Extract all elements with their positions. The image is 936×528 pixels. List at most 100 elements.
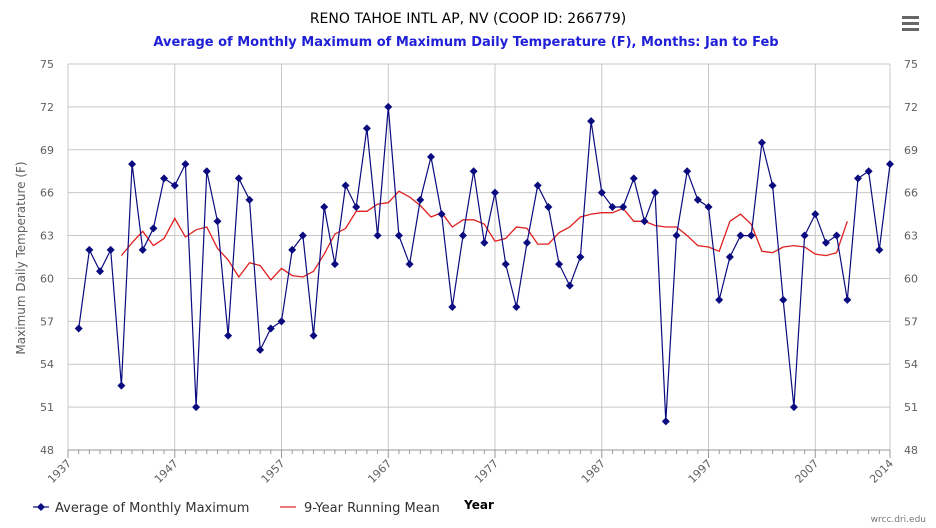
data-point-1995[interactable] (683, 167, 692, 176)
data-point-1973[interactable] (448, 303, 457, 312)
data-point-1989[interactable] (619, 202, 628, 211)
data-point-1962[interactable] (330, 260, 339, 269)
data-point-1941[interactable] (106, 245, 115, 254)
data-point-1942[interactable] (117, 381, 126, 390)
y-tick-label-left: 69 (40, 144, 54, 157)
data-point-1938[interactable] (74, 324, 83, 333)
data-point-1978[interactable] (501, 260, 510, 269)
data-point-1990[interactable] (629, 174, 638, 183)
data-point-1984[interactable] (565, 281, 574, 290)
data-point-1963[interactable] (341, 181, 350, 190)
legend-item-main[interactable]: Average of Monthly Maximum (33, 501, 249, 516)
y-tick-label-right: 66 (904, 187, 918, 200)
data-point-1952[interactable] (224, 331, 233, 340)
series-line-monthly-max (78, 106, 891, 422)
data-point-1957[interactable] (277, 317, 286, 326)
data-point-2009[interactable] (832, 231, 841, 240)
x-axis-title: Year (463, 498, 494, 512)
data-point-1955[interactable] (256, 345, 265, 354)
data-point-2007[interactable] (811, 210, 820, 219)
data-point-1992[interactable] (651, 188, 660, 197)
data-point-1964[interactable] (352, 202, 361, 211)
data-point-2004[interactable] (779, 295, 788, 304)
data-point-1959[interactable] (298, 231, 307, 240)
data-point-1999[interactable] (725, 253, 734, 261)
data-point-1977[interactable] (491, 188, 500, 197)
data-point-1987[interactable] (597, 188, 606, 197)
data-point-1998[interactable] (715, 295, 724, 304)
data-point-1982[interactable] (544, 202, 553, 211)
data-point-2008[interactable] (821, 238, 830, 247)
data-point-1996[interactable] (693, 195, 702, 204)
data-point-1985[interactable] (576, 253, 585, 261)
chart-title: RENO TAHOE INTL AP, NV (COOP ID: 266779) (310, 11, 626, 27)
data-point-1986[interactable] (587, 117, 596, 126)
data-point-1951[interactable] (213, 217, 222, 226)
data-point-1948[interactable] (181, 160, 190, 169)
legend-label-mean: 9-Year Running Mean (304, 501, 440, 516)
y-tick-label-left: 66 (40, 187, 54, 200)
y-tick-label-right: 48 (904, 444, 918, 457)
data-point-1966[interactable] (373, 231, 382, 240)
data-point-2014[interactable] (886, 160, 894, 169)
data-point-1976[interactable] (480, 238, 489, 247)
y-tick-label-right: 69 (904, 144, 918, 157)
data-point-1968[interactable] (394, 231, 403, 240)
data-point-2010[interactable] (843, 295, 852, 304)
legend-item-mean[interactable]: 9-Year Running Mean (280, 501, 440, 516)
data-point-1975[interactable] (469, 167, 478, 176)
data-point-1972[interactable] (437, 210, 446, 219)
data-point-1947[interactable] (170, 181, 179, 190)
data-point-2006[interactable] (800, 231, 809, 240)
hamburger-menu-icon[interactable] (900, 12, 922, 34)
data-point-2012[interactable] (864, 167, 873, 176)
data-point-1945[interactable] (149, 224, 158, 233)
data-point-1993[interactable] (661, 417, 670, 426)
data-point-1979[interactable] (512, 303, 521, 312)
data-point-1950[interactable] (202, 167, 211, 176)
series-line-running-mean (120, 190, 848, 281)
credit-link[interactable]: wrcc.dri.edu (871, 515, 926, 525)
data-point-1949[interactable] (192, 403, 201, 412)
data-point-1969[interactable] (405, 260, 414, 269)
data-point-1946[interactable] (160, 174, 169, 183)
chart-subtitle: Average of Monthly Maximum of Maximum Da… (153, 35, 778, 50)
data-point-2011[interactable] (853, 174, 862, 183)
data-point-1997[interactable] (704, 202, 713, 211)
data-point-1974[interactable] (458, 231, 467, 240)
data-point-1940[interactable] (96, 267, 105, 276)
y-tick-label-left: 60 (40, 272, 54, 285)
x-tick-label: 1987 (579, 457, 608, 486)
data-point-1981[interactable] (533, 181, 542, 190)
y-axis-title: Maximum Daily Temperature (F) (14, 161, 28, 354)
data-point-1994[interactable] (672, 231, 681, 240)
data-point-1960[interactable] (309, 331, 318, 340)
data-point-2000[interactable] (736, 231, 745, 240)
data-point-1991[interactable] (640, 217, 649, 226)
data-point-1961[interactable] (320, 202, 329, 211)
data-point-1988[interactable] (608, 202, 617, 211)
data-point-1939[interactable] (85, 245, 94, 254)
data-point-1965[interactable] (362, 124, 371, 133)
data-point-1971[interactable] (426, 152, 435, 161)
data-point-2003[interactable] (768, 181, 777, 190)
data-point-1953[interactable] (234, 174, 243, 183)
x-tick-label: 2007 (792, 457, 821, 486)
data-point-1943[interactable] (128, 160, 137, 169)
data-point-1970[interactable] (416, 195, 425, 204)
data-point-2002[interactable] (757, 138, 766, 147)
data-point-2013[interactable] (875, 245, 884, 254)
data-point-1954[interactable] (245, 195, 254, 204)
data-point-1967[interactable] (384, 102, 393, 111)
data-point-1980[interactable] (523, 238, 532, 247)
x-tick-label: 1977 (472, 457, 501, 486)
data-point-1958[interactable] (288, 245, 297, 254)
data-point-1983[interactable] (555, 260, 564, 269)
data-point-2005[interactable] (789, 403, 798, 412)
x-tick-label: 1937 (45, 457, 74, 486)
axes-layer: 48 48 51 51 54 54 57 57 60 60 63 63 66 66 69 69 72 72 75 75… (40, 58, 918, 486)
data-point-1956[interactable] (266, 324, 275, 333)
data-point-1944[interactable] (138, 245, 147, 254)
data-point-2001[interactable] (747, 231, 756, 240)
